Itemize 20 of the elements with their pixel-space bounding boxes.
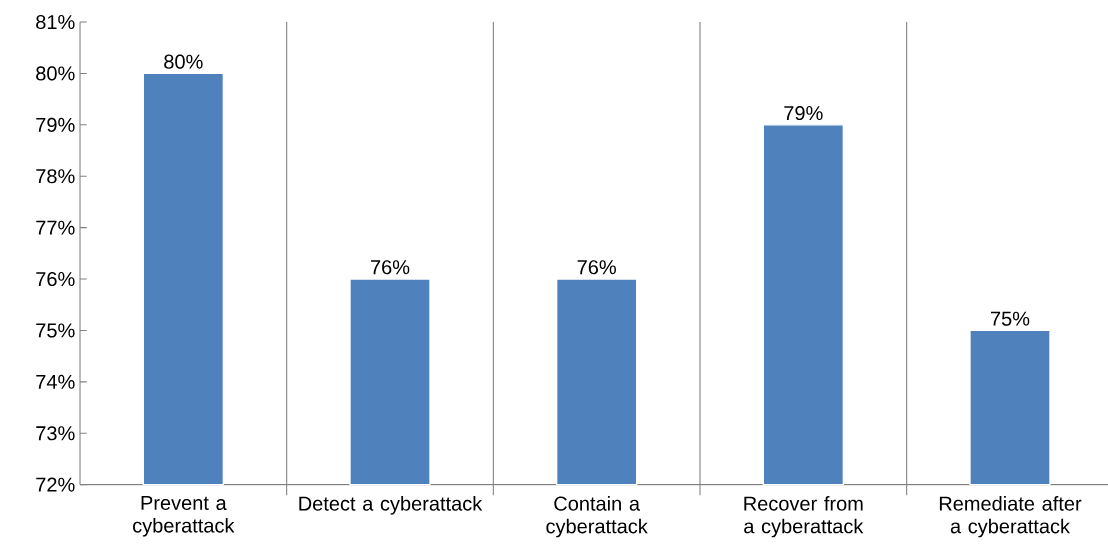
y-tick-label: 81% bbox=[36, 14, 75, 30]
y-tick-label: 78% bbox=[36, 169, 75, 184]
x-tick-label: Detect a cyberattack bbox=[299, 496, 483, 515]
data-label: 76% bbox=[577, 260, 616, 275]
y-tick-label: 73% bbox=[36, 426, 75, 441]
y-tick-label: 75% bbox=[36, 323, 75, 338]
data-label: 75% bbox=[991, 311, 1030, 326]
data-label: 76% bbox=[371, 260, 410, 275]
data-label: 80% bbox=[164, 54, 203, 69]
x-tick-label: Recover from a cyberattack bbox=[744, 496, 864, 538]
y-tick-label: 80% bbox=[36, 66, 75, 81]
y-tick-label: 72% bbox=[36, 477, 75, 492]
y-tick-label: 79% bbox=[36, 117, 75, 132]
x-tick-label: Remediate after a cyberattack bbox=[939, 496, 1082, 538]
y-tick-label: 74% bbox=[36, 374, 75, 389]
x-tick-label: Contain a cyberattack bbox=[546, 496, 648, 538]
x-tick-label: Prevent a cyberattack bbox=[133, 496, 235, 537]
y-tick-label: 77% bbox=[36, 220, 75, 235]
y-tick-label: 76% bbox=[36, 271, 75, 287]
data-label: 79% bbox=[784, 105, 823, 121]
